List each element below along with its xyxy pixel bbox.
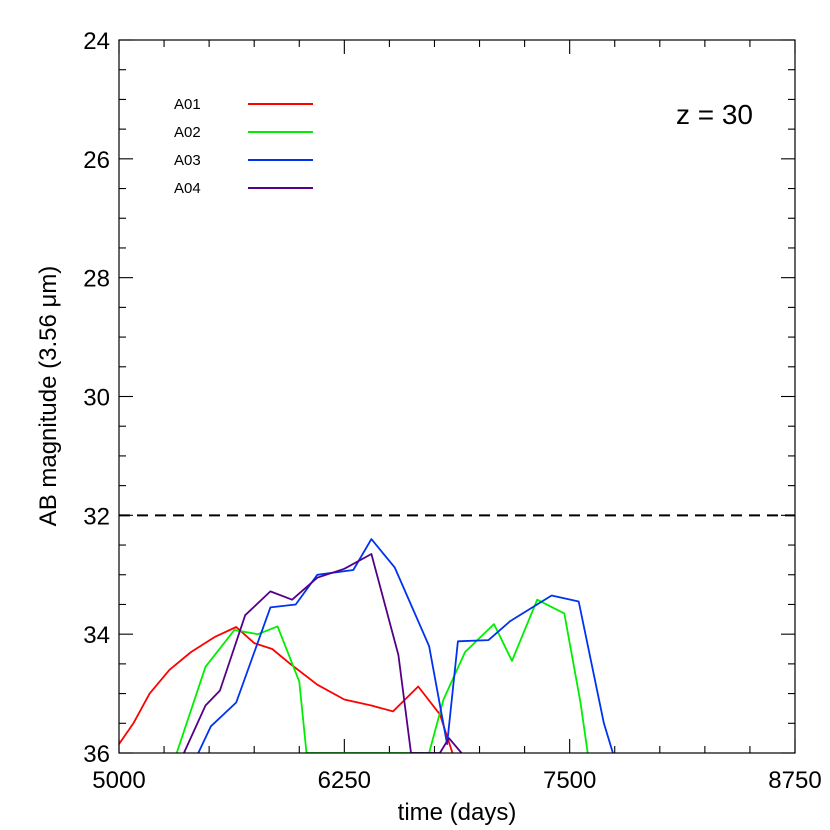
series-line-a03 (197, 538, 614, 753)
x-tick-label: 8750 (768, 767, 821, 794)
y-tick-label: 32 (83, 503, 110, 530)
y-tick-label: 30 (83, 385, 110, 412)
series-line-a04 (183, 553, 463, 753)
y-tick-label: 34 (83, 622, 110, 649)
redshift-annotation: z = 30 (676, 99, 753, 130)
y-tick-label: 24 (83, 28, 110, 55)
legend-label-a03: A03 (174, 152, 201, 169)
y-tick-label: 36 (83, 741, 110, 768)
series-line-a02 (175, 598, 589, 753)
x-axis-title: time (days) (398, 799, 517, 826)
legend-label-a02: A02 (174, 124, 201, 141)
series-line-a01 (119, 626, 454, 753)
y-tick-label: 26 (83, 147, 110, 174)
x-tick-label: 7500 (543, 767, 596, 794)
x-tick-label: 5000 (92, 767, 145, 794)
legend-label-a04: A04 (174, 180, 201, 197)
plot-frame (118, 39, 796, 754)
y-axis-title: AB magnitude (3.56 μm) (35, 266, 62, 527)
legend-label-a01: A01 (174, 96, 201, 113)
x-tick-label: 6250 (318, 767, 371, 794)
y-tick-label: 28 (83, 266, 110, 293)
